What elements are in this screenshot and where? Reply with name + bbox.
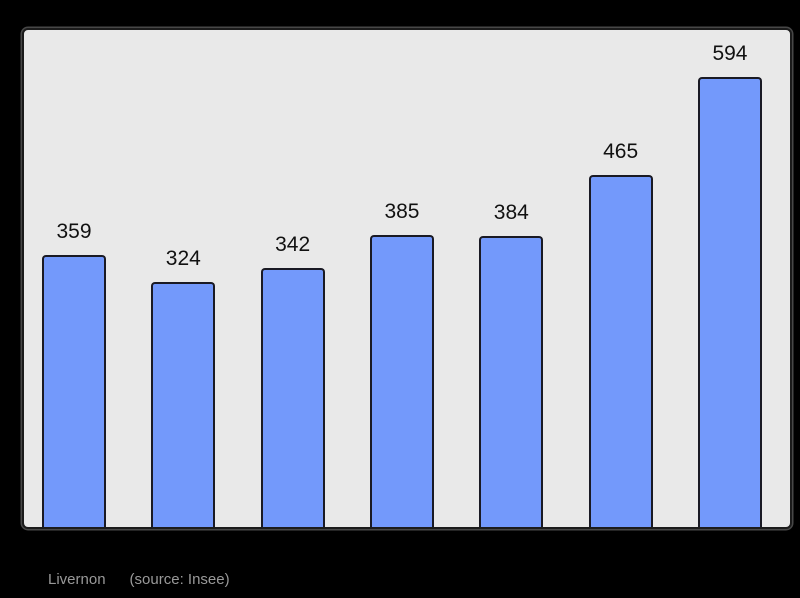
bars-container: 359 324 342 385 384 465 594 [24,30,790,527]
plot-area: 359 324 342 385 384 465 594 [22,28,792,529]
bar-group: 342 [260,30,325,527]
caption-title: Livernon [48,571,106,588]
bar [369,235,434,527]
bar [588,175,653,527]
caption-source: (source: Insee) [129,571,230,588]
bar-value-label: 594 [712,41,748,65]
bar-value-label: 465 [603,139,639,163]
bar-group: 324 [151,30,216,527]
bar-group: 594 [697,30,762,527]
bar [479,236,544,527]
bar-value-label: 324 [165,246,201,270]
bar-value-label: 384 [493,200,529,224]
bar-value-label: 385 [384,199,420,223]
bar [697,77,762,527]
bar [151,282,216,527]
bar [260,268,325,527]
bar [42,255,106,527]
bar-group: 384 [479,30,544,527]
bar-group: 359 [42,30,106,527]
caption: Livernon (source: Insee) [48,571,230,588]
bar-group: 465 [588,30,653,527]
bar-group: 385 [369,30,434,527]
bar-value-label: 342 [275,232,311,256]
bar-value-label: 359 [56,219,92,243]
